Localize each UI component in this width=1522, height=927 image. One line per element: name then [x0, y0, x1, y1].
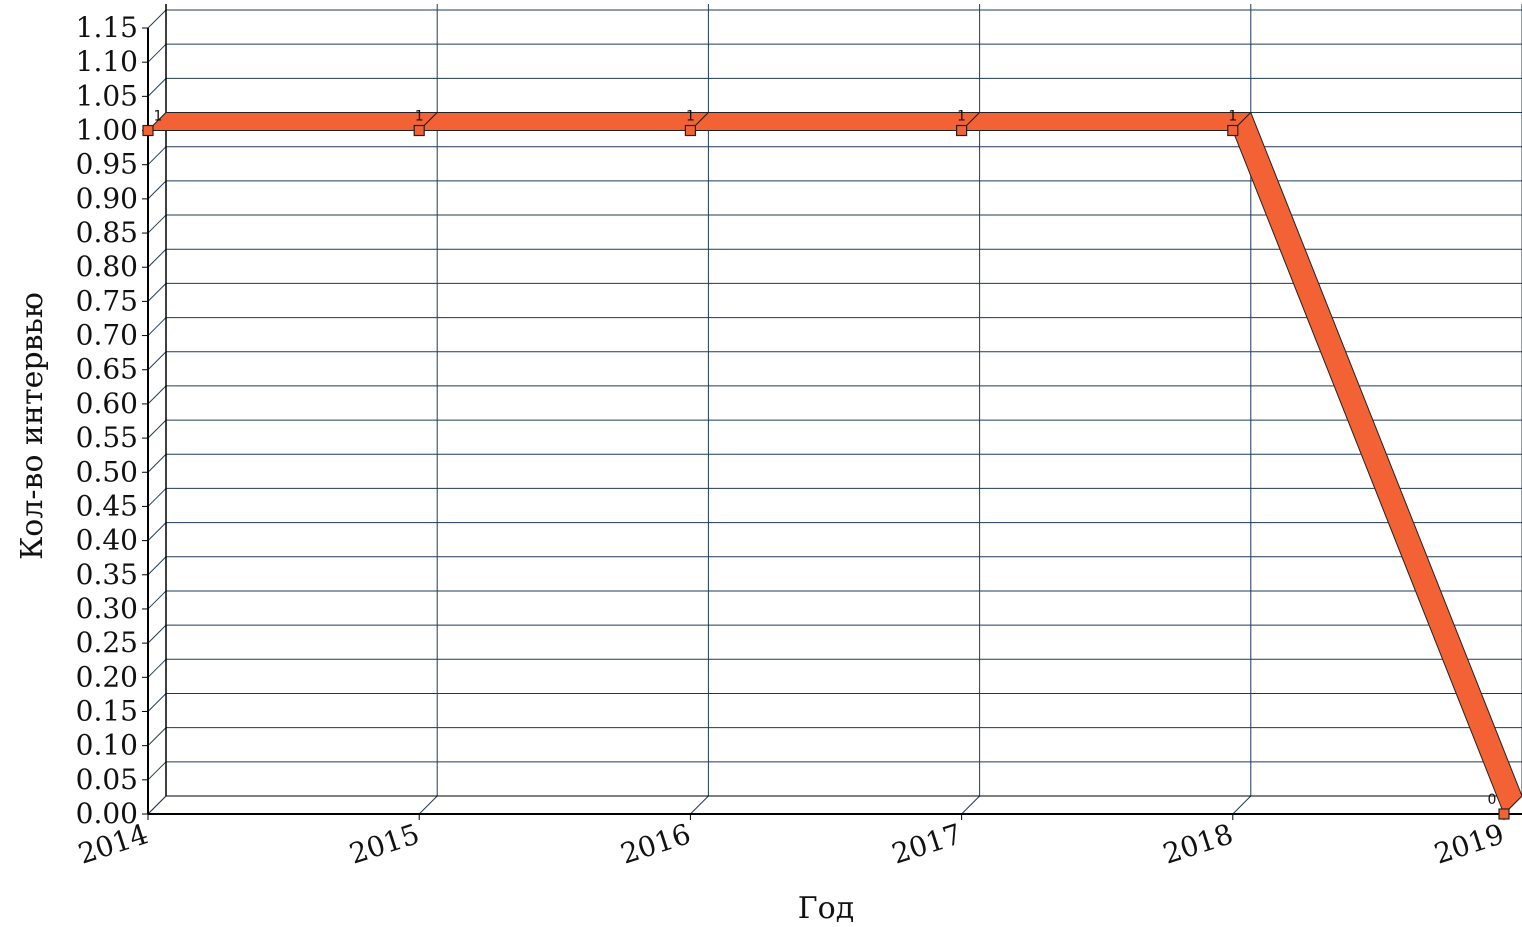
floor-gridline	[147, 795, 167, 815]
side-gridline	[147, 693, 167, 712]
y-tick-label: 0.85	[76, 216, 138, 249]
y-tick-label: 0.60	[76, 387, 138, 420]
data-label: 0	[1488, 792, 1497, 808]
y-tick-label: 1.00	[76, 114, 138, 147]
series-segment	[961, 112, 1252, 132]
y-tick-label: 0.70	[76, 319, 138, 352]
y-axis-title: Кол-во интервью	[15, 292, 50, 560]
data-point-marker	[413, 124, 425, 137]
y-tick-label: 0.35	[76, 558, 138, 591]
side-gridline	[147, 658, 167, 678]
data-point-marker	[1498, 808, 1510, 820]
y-tick-label: 0.55	[76, 421, 138, 454]
axes	[147, 4, 1522, 815]
y-tick-label: 0.05	[76, 763, 138, 796]
side-gridline	[147, 43, 167, 63]
y-tick-label: 0.10	[76, 729, 138, 762]
data-point-marker	[684, 124, 697, 137]
y-tick-label: 1.10	[76, 45, 138, 78]
series-segment	[418, 112, 709, 132]
data-point-marker	[142, 124, 154, 137]
side-gridline	[147, 761, 167, 781]
y-tick-label: 0.65	[76, 353, 138, 386]
side-gridline	[147, 522, 167, 541]
data-label: 1	[686, 109, 695, 125]
grid	[147, 4, 1522, 815]
x-tick-label: 2018	[1159, 817, 1237, 870]
data-point-marker	[1227, 124, 1239, 137]
series-segment	[1232, 112, 1522, 815]
y-tick-label: 0.95	[76, 148, 138, 181]
side-gridline	[147, 590, 167, 610]
y-tick-label: 0.25	[76, 626, 138, 659]
side-gridline	[147, 214, 167, 234]
side-gridline	[147, 385, 167, 405]
y-tick-label: 0.90	[76, 182, 138, 215]
x-tick-label: 2019	[1430, 817, 1508, 870]
data-labels: 1 1 1 1 1 0	[154, 109, 1497, 808]
y-tick-labels: 0.000.050.100.150.200.250.300.350.400.45…	[76, 11, 148, 830]
floor-gridline	[961, 795, 980, 815]
side-gridline	[147, 556, 167, 576]
y-tick-label: 0.50	[76, 455, 138, 488]
floor-gridline	[690, 795, 709, 815]
series-segment	[147, 112, 438, 132]
side-gridline	[147, 146, 167, 166]
x-tick-label: 2017	[888, 817, 966, 870]
y-tick-label: 0.15	[76, 694, 138, 727]
series-line	[142, 112, 1522, 820]
x-axis-title: Год	[798, 891, 854, 926]
data-label: 1	[154, 109, 163, 125]
y-tick-label: 1.05	[76, 79, 138, 112]
y-tick-label: 0.80	[76, 250, 138, 283]
side-gridline	[147, 727, 167, 747]
y-tick-label: 0.40	[76, 524, 138, 557]
side-gridline	[147, 419, 167, 439]
y-tick-label: 0.20	[76, 660, 138, 693]
side-gridline	[147, 453, 167, 473]
side-gridline	[147, 351, 167, 371]
side-gridline	[147, 624, 167, 644]
x-tick-labels: 2014 2015 2016 2017 2018 2019	[74, 814, 1508, 871]
side-gridline	[147, 488, 167, 507]
y-tick-label: 1.15	[76, 11, 138, 44]
y-tick-label: 0.30	[76, 592, 138, 625]
y-tick-label: 0.45	[76, 489, 138, 522]
side-gridline	[147, 9, 167, 29]
data-label: 1	[1228, 109, 1237, 125]
side-gridline	[147, 283, 167, 302]
side-gridline	[147, 317, 167, 336]
side-gridline	[147, 248, 167, 268]
y-tick-label: 0.75	[76, 284, 138, 317]
x-tick-label: 2016	[617, 817, 695, 870]
side-gridline	[147, 77, 167, 97]
side-gridline	[147, 180, 167, 200]
floor-gridline	[1232, 795, 1252, 815]
data-point-marker	[955, 124, 968, 137]
x-tick-label: 2015	[345, 817, 423, 870]
y-tick-label: 0.00	[76, 797, 138, 830]
floor-gridline	[418, 795, 438, 815]
data-label: 1	[957, 109, 966, 125]
data-label: 1	[415, 109, 424, 125]
series-segment	[689, 112, 981, 132]
